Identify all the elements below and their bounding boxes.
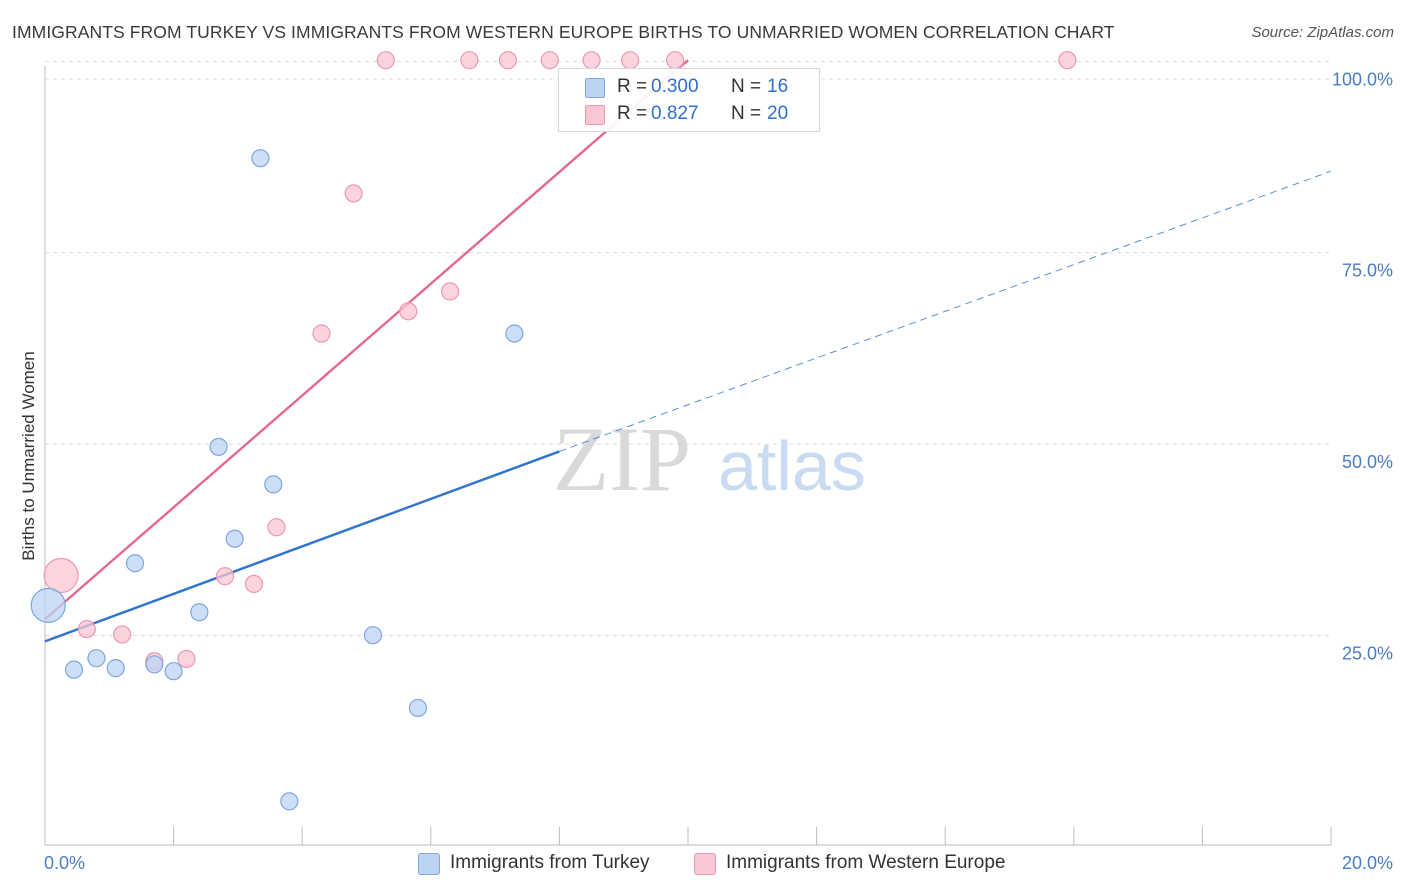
- tick-labels: 25.0% 50.0% 75.0% 100.0% 0.0% 20.0%: [44, 69, 1393, 873]
- data-point-turkey-3: [106, 659, 125, 678]
- x-tick-label-20: 20.0%: [1342, 853, 1393, 873]
- bottom-legend-label-western-europe: Immigrants from Western Europe: [726, 852, 1006, 873]
- data-point-western-europe-0: [43, 557, 79, 594]
- data-point-turkey-11: [264, 475, 283, 494]
- legend-r-label: R =: [617, 103, 648, 124]
- trend-lines: [44, 59, 1332, 643]
- data-point-turkey-12: [280, 792, 299, 811]
- data-point-turkey-4: [125, 554, 145, 573]
- data-point-western-europe-6: [244, 574, 264, 594]
- data-point-turkey-13: [363, 626, 383, 645]
- gridlines: [45, 60, 1331, 637]
- source-credit: Source: ZipAtlas.com: [1251, 24, 1394, 41]
- data-point-western-europe-16: [582, 51, 601, 70]
- data-points: [30, 51, 1077, 811]
- data-point-western-europe-14: [498, 51, 518, 70]
- trend-line-western-europe: [44, 59, 689, 621]
- y-tick-label-50: 50.0%: [1342, 452, 1393, 472]
- data-point-western-europe-1: [77, 619, 96, 639]
- data-point-turkey-0: [30, 587, 66, 623]
- data-point-western-europe-4: [177, 649, 196, 669]
- data-point-turkey-15: [505, 324, 524, 343]
- data-point-turkey-8: [209, 437, 228, 456]
- bottom-legend-label-turkey: Immigrants from Turkey: [450, 852, 650, 873]
- data-point-turkey-10: [251, 149, 270, 168]
- watermark: ZIP atlas: [553, 408, 866, 510]
- axes: [44, 66, 1332, 846]
- data-point-western-europe-17: [621, 51, 640, 70]
- data-point-turkey-14: [408, 698, 428, 718]
- legend-swatch-western-europe: [585, 105, 605, 125]
- y-axis-label: Births to Unmarried Women: [19, 351, 38, 560]
- y-tick-label-75: 75.0%: [1342, 261, 1393, 281]
- data-point-turkey-6: [164, 662, 183, 681]
- legend-r-value-turkey: 0.300: [651, 76, 699, 97]
- data-point-western-europe-8: [312, 324, 331, 343]
- legend-swatch-turkey: [585, 78, 605, 98]
- legend-r-label: R =: [617, 76, 648, 97]
- data-point-western-europe-13: [460, 51, 479, 70]
- data-point-western-europe-12: [440, 282, 460, 301]
- data-point-western-europe-7: [267, 518, 286, 537]
- y-tick-label-100: 100.0%: [1332, 69, 1393, 89]
- chart-title: IMMIGRANTS FROM TURKEY VS IMMIGRANTS FRO…: [12, 22, 1115, 42]
- data-point-turkey-2: [87, 649, 106, 668]
- legend-r-value-western-europe: 0.827: [651, 103, 699, 124]
- trend-line-turkey-extended: [559, 170, 1332, 452]
- x-tick-label-0: 0.0%: [44, 853, 85, 873]
- bottom-legend-swatch-turkey: [418, 853, 440, 875]
- data-point-turkey-5: [145, 655, 164, 674]
- legend-n-label: N =: [731, 76, 762, 97]
- data-point-turkey-1: [64, 660, 84, 679]
- legend-n-value-western-europe: 20: [767, 103, 789, 124]
- data-point-western-europe-10: [376, 51, 395, 70]
- data-point-western-europe-18: [666, 51, 685, 70]
- trend-line-turkey: [44, 450, 560, 643]
- data-point-turkey-9: [225, 529, 244, 548]
- correlation-legend: R = 0.300 N = 16 R = 0.827 N = 20: [558, 68, 820, 132]
- data-point-western-europe-9: [344, 184, 363, 203]
- watermark-zip: ZIP: [553, 408, 691, 510]
- data-point-western-europe-11: [399, 302, 418, 321]
- watermark-atlas: atlas: [718, 427, 866, 505]
- data-point-turkey-7: [190, 603, 209, 622]
- data-point-western-europe-19: [1058, 51, 1077, 70]
- legend-n-label: N =: [731, 103, 762, 124]
- y-tick-label-25: 25.0%: [1342, 644, 1393, 664]
- data-point-western-europe-5: [215, 567, 235, 586]
- data-point-western-europe-2: [113, 625, 132, 644]
- bottom-legend-swatch-western-europe: [694, 853, 716, 875]
- legend-n-value-turkey: 16: [767, 76, 789, 97]
- data-point-western-europe-15: [540, 51, 559, 70]
